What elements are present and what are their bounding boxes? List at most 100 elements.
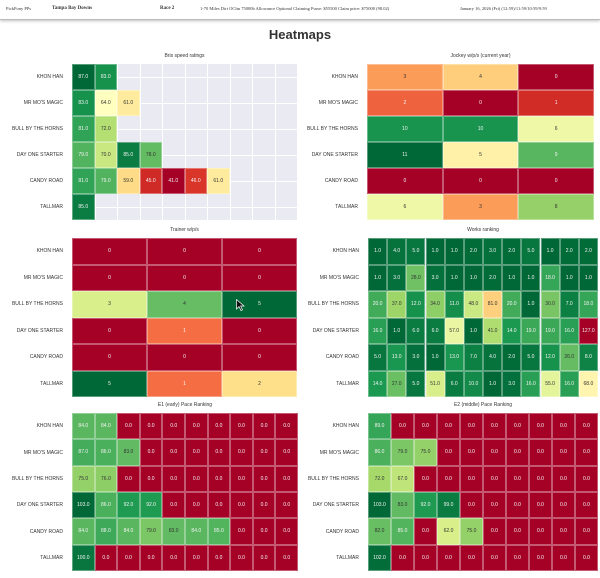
heatmap-cell: 11 [367,142,443,168]
heatmap-cell: 86.0 [368,439,391,466]
heatmap-cell: 46.0 [184,168,207,194]
row-label: KHON HAN [332,423,359,430]
heatmap-cell: 0.0 [117,544,140,571]
heatmap-cell: 89.0 [368,413,391,440]
heatmap-cell: 92.0 [117,492,140,519]
heatmap-cell: 0.0 [575,439,598,466]
row-label: TALLMAR [40,204,63,210]
row-label: CANDY ROAD [29,178,63,184]
race-date: January 16, 2026 (Fri) (12:59)/11:59/10:… [460,6,547,11]
chart-title: E1 (early) Pace Ranking [157,402,213,408]
heatmap-cell: 9 [518,142,594,168]
heatmap-cell: 68.0 [578,370,598,397]
heatmap-cell: 5.0 [368,344,388,371]
heatmap-cell: 0 [147,344,222,371]
heatmap-cell: 0.0 [162,413,185,440]
gridline [162,64,163,220]
heatmap-cell: 0.0 [162,544,185,571]
heatmap-cell: 5 [442,142,519,168]
heatmap-cell: 81.0 [72,168,95,194]
heatmap-cell: 1 [147,317,222,344]
heatmap-cell: 0.0 [185,544,208,571]
heatmap-cell: 0 [147,238,222,265]
row-label: BULL BY THE HORNS [307,301,359,308]
heatmap-cell: 1.0 [521,264,541,291]
heatmap-grid: 3 4 0 2 0 1 10 10 6 11 5 9 0 0 0 6 3 8 [367,64,594,220]
heatmap-grid: 89.0 0.0 0.0 0.0 0.0 0.0 0.0 0.0 0.0 0.0 86.0 79.0 7… [368,413,598,571]
heatmap-cell: 1.0 [463,264,483,291]
chart-title: Works ranking [467,227,499,233]
row-label: BULL BY THE HORNS [11,126,63,132]
heatmap-cell: 51.0 [425,370,445,397]
gridline [72,77,297,78]
heatmap-cell: 0.0 [414,465,437,492]
heatmap-cell: 84.0 [72,413,95,440]
row-label: TALLMAR [40,554,63,561]
heatmap-cell: 19.0 [540,317,560,344]
heatmap-cell: 1.0 [368,238,388,265]
heatmap-cell: 0.0 [275,413,298,440]
heatmap-cell: 0 [222,344,297,371]
heatmap-cell: 3.0 [387,264,407,291]
heatmap-cell: 78.0 [139,142,162,168]
row-label: BULL BY THE HORNS [11,301,63,308]
heatmap-cell: 2.0 [502,238,522,265]
heatmap-cell: 0.0 [437,465,460,492]
heatmap-cell: 85.0 [72,194,95,220]
heatmap-cell: 0.0 [529,465,552,492]
heatmap-cell: 0.0 [117,413,140,440]
row-label: TALLMAR [40,380,63,387]
heatmap-cell: 6.0 [444,370,464,397]
heatmap-cell: 0.0 [575,413,598,440]
top-bar: PickPony PPs Tampa Bay Downs Race 2 1-70… [0,0,600,20]
heatmap-cell: 4 [147,291,222,318]
heatmap-cell: 16.0 [559,370,579,397]
heatmap-cell: 127.0 [578,317,598,344]
heatmap-cell: 5.0 [521,238,541,265]
heatmap-cell: 19.0 [521,317,541,344]
heatmap-cell: 0 [72,238,147,265]
heatmap-cell: 41.0 [162,168,185,194]
heatmap-cell: 2.0 [483,264,503,291]
heatmap-cell: 0 [222,317,297,344]
heatmap-cell: 4.0 [483,344,503,371]
heatmap-cell: 12.0 [540,344,560,371]
gridline [207,64,208,220]
race-number: Race 2 [160,6,175,11]
heatmap-cell: 1.0 [463,317,483,344]
heatmap-cell: 76.0 [94,465,118,492]
heatmap-cell: 11.0 [444,291,464,318]
row-label: MR MO'S MAGIC [23,449,63,456]
heatmap-cell: 1 [518,90,594,116]
heatmap-cell: 3.0 [406,344,426,371]
heatmap-cell: 1 [147,370,222,397]
row-label: MR MO'S MAGIC [319,274,359,281]
heatmap-cell: 0.0 [252,544,276,571]
heatmap-cell: 0.0 [230,413,253,440]
heatmap-cell: 0 [222,264,297,291]
heatmap-cell: 5.0 [406,238,426,265]
app-name[interactable]: PickPony PPs [6,6,32,11]
heatmap-cell: 1.0 [540,238,560,265]
row-label: TALLMAR [336,554,359,561]
heatmap-cell: 0.0 [162,465,185,492]
heatmap-cell: 1.0 [368,264,388,291]
heatmap-cell: 30.0 [540,291,560,318]
row-label: MR MO'S MAGIC [318,100,358,106]
heatmap-cell: 6.0 [406,317,426,344]
heatmap-cell: 0.0 [162,439,185,466]
heatmap-cell: 0.0 [139,439,163,466]
heatmap-cell: 6.0 [425,317,445,344]
heatmap-cell: 0.0 [483,492,506,519]
heatmap-cell: 6 [518,116,594,142]
heatmap-cell: 0 [518,168,594,194]
chart-title: Trainer w/p/s [170,227,199,233]
heatmap-cell: 3.0 [502,370,522,397]
heatmap-cell: 27.0 [387,370,407,397]
heatmap-cell: 34.0 [425,291,445,318]
heatmap-cell: 1.0 [425,238,445,265]
heatmap-cell: 0.0 [529,439,552,466]
heatmap-cell: 84.0 [72,518,95,545]
chart-title: E2 (middle) Pace Ranking [453,402,513,408]
